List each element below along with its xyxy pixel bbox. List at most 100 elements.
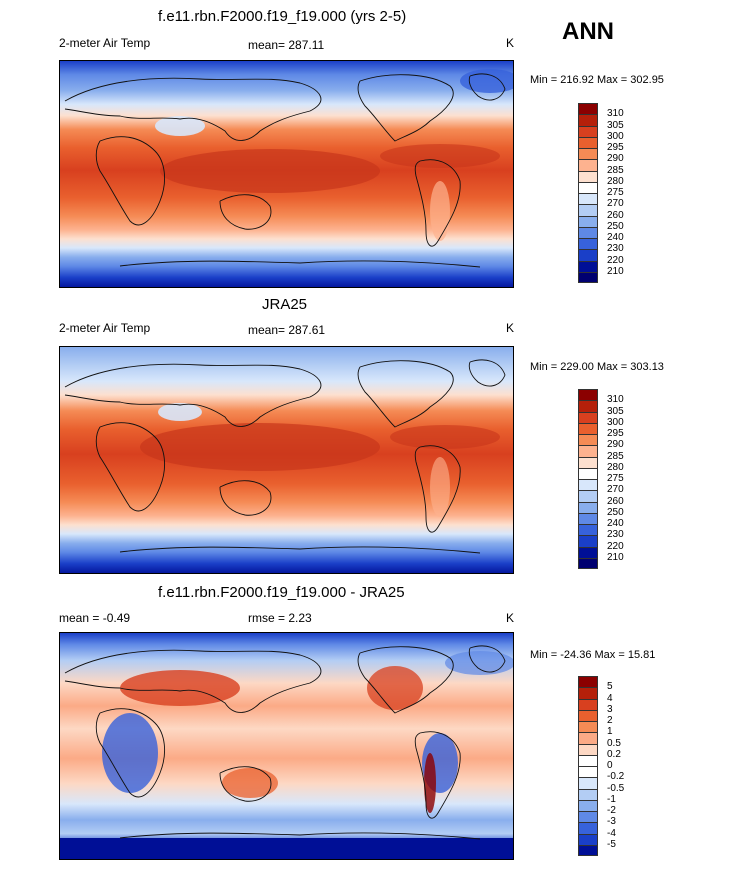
panel-3-colorbar-swatch [578,822,598,834]
panel-1-colorbar-swatch [578,238,598,250]
panel-1-colorbar-label: 270 [607,198,624,210]
panel-3-colorbar-swatch [578,766,598,778]
panel-3-colorbar-label: 5 [607,681,613,693]
panel-3-colorbar [578,676,598,856]
panel-1-colorbar-swatch [578,271,598,283]
panel-3-colorbar-label: -0.5 [607,782,625,794]
panel-1-map-field [60,61,513,287]
panel-3-colorbar-label: -1 [607,793,616,805]
panel-2-colorbar-swatch [578,400,598,412]
panel-2-colorbar-swatch [578,434,598,446]
panel-2-colorbar-swatch [578,456,598,468]
panel-3-colorbar-swatch [578,788,598,800]
panel-3-rmse-label: rmse = 2.23 [248,611,312,625]
panel-3-colorbar-label: 3 [607,703,613,715]
panel-2-colorbar-swatch [578,490,598,502]
panel-2-colorbar [578,389,598,569]
panel-1-colorbar-swatch [578,148,598,160]
panel-1-title: f.e11.rbn.F2000.f19_f19.000 (yrs 2-5) [158,8,407,25]
panel-3-colorbar-label: -4 [607,827,616,839]
panel-2-colorbar-label: 270 [607,484,624,496]
panel-2-variable-label: 2-meter Air Temp [59,321,151,335]
panel-1-colorbar-swatch [578,204,598,216]
panel-1-colorbar-label: 260 [607,209,624,221]
panel-3-colorbar-swatch [578,754,598,766]
panel-2-colorbar-label: 220 [607,540,624,552]
panel-1-colorbar-label: 290 [607,153,624,165]
panel-2-colorbar-label: 230 [607,529,624,541]
panel-1-colorbar-label: 300 [607,130,624,142]
panel-1-colorbar-swatch [578,159,598,171]
panel-1-mean-label: mean= 287.11 [248,38,325,52]
panel-1-colorbar-swatch [578,125,598,137]
panel-2-map-field [60,347,513,573]
panel-2-colorbar-label: 210 [607,551,624,563]
panel-2-colorbar-label: 250 [607,506,624,518]
panel-2-colorbar-label: 280 [607,461,624,473]
panel-2-colorbar-label: 290 [607,439,624,451]
panel-3-colorbar-swatch [578,777,598,789]
panel-2-colorbar-swatch [578,445,598,457]
panel-1-colorbar-label: 250 [607,220,624,232]
panel-1-minmax: Min = 216.92 Max = 302.95 [530,74,664,86]
panel-3-colorbar-swatch [578,844,598,856]
panel-1-colorbar-label: 310 [607,108,624,120]
panel-3-map-field [60,633,513,859]
panel-2-colorbar-swatch [578,479,598,491]
panel-1-colorbar-label: 280 [607,175,624,187]
panel-1-colorbar-swatch [578,114,598,126]
panel-2-colorbar-label: 285 [607,450,624,462]
panel-3-colorbar-swatch [578,743,598,755]
panel-2-colorbar-swatch [578,422,598,434]
panel-3-units-label: K [506,611,515,625]
panel-1-colorbar-swatch [578,226,598,238]
panel-2-map [59,346,514,574]
panel-3-colorbar-swatch [578,833,598,845]
panel-3-colorbar-label: 1 [607,726,613,738]
panel-3-colorbar-swatch [578,709,598,721]
panel-1-colorbar-label: 285 [607,164,624,176]
panel-2-colorbar-swatch [578,467,598,479]
panel-3-minmax: Min = -24.36 Max = 15.81 [530,649,656,661]
panel-3-colorbar-swatch [578,676,598,688]
panel-2-colorbar-swatch [578,389,598,401]
panel-2-colorbar-label: 295 [607,428,624,439]
panel-1-colorbar [578,103,598,283]
panel-3-colorbar-label: 0.5 [607,737,621,749]
panel-1-units-label: K [506,36,515,50]
panel-3-colorbar-label: 0 [607,760,613,771]
panel-3-colorbar-label: 0.2 [607,748,621,760]
panel-3-mean-label: mean = -0.49 [59,611,131,625]
panel-2-colorbar-label: 310 [607,394,624,406]
panel-2-colorbar-swatch [578,512,598,524]
panel-3-colorbar-swatch [578,811,598,823]
panel-2-colorbar-swatch [578,524,598,536]
panel-3-colorbar-label: -5 [607,838,616,850]
panel-2-units-label: K [506,321,515,335]
panel-1-variable-label: 2-meter Air Temp [59,36,151,50]
panel-1-colorbar-label: 295 [607,142,624,153]
panel-3-colorbar-label: -0.2 [607,771,625,783]
panel-3-title: f.e11.rbn.F2000.f19_f19.000 - JRA25 [158,584,405,601]
panel-1-colorbar-label: 220 [607,254,624,266]
panel-3-colorbar-label: 4 [607,692,613,704]
panel-1-colorbar-label: 275 [607,187,624,198]
panel-2-minmax: Min = 229.00 Max = 303.13 [530,361,664,373]
panel-1-colorbar-swatch [578,136,598,148]
panel-1-colorbar-swatch [578,215,598,227]
panel-2-colorbar-swatch [578,546,598,558]
panel-3-map [59,632,514,860]
panel-1-colorbar-label: 305 [607,119,624,131]
panel-1-colorbar-label: 230 [607,243,624,255]
panel-3-colorbar-swatch [578,799,598,811]
panel-2-mean-label: mean= 287.61 [248,323,326,337]
panel-2-colorbar-label: 305 [607,405,624,417]
panel-2-colorbar-label: 275 [607,473,624,484]
panel-1-colorbar-swatch [578,103,598,115]
panel-1-colorbar-swatch [578,170,598,182]
panel-1-colorbar-label: 210 [607,265,624,277]
panel-2-colorbar-swatch [578,535,598,547]
panel-3-colorbar-label: 2 [607,715,613,726]
panel-3-colorbar-swatch [578,721,598,733]
panel-2-colorbar-label: 240 [607,518,624,529]
